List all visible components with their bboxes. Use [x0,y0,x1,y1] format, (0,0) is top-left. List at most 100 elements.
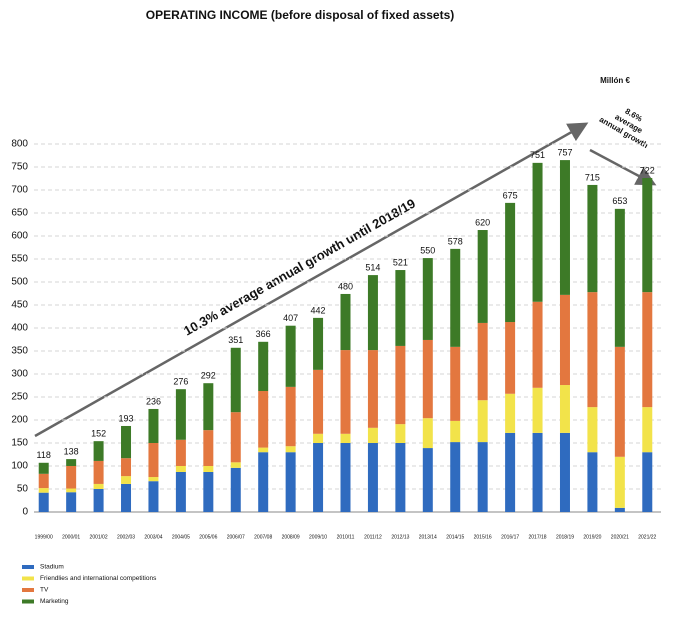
bar-segment [477,322,488,401]
bar-segment [532,432,543,512]
x-tick-label: 2005/06 [199,534,217,540]
bar-segment [121,476,132,484]
bar-segment [505,393,516,433]
total-label: 366 [256,329,271,339]
bar-segment [559,385,570,433]
total-label: 193 [119,413,134,423]
bar-segment [121,425,132,459]
total-label: 351 [228,335,243,345]
bar-segment [559,160,570,295]
x-tick-label: 2012/13 [391,534,409,540]
total-label: 442 [311,305,326,315]
bar-segment [422,258,433,340]
bar-segment [203,471,214,512]
bar-segment [203,466,214,472]
bar-segment [395,443,406,512]
bar-segment [93,441,104,461]
y-tick-label: 450 [11,300,28,311]
bar-segment [258,391,269,448]
bar-segment [38,462,49,474]
total-label: 675 [503,190,518,200]
bar-segment [340,293,351,351]
x-tick-label: 2019/20 [583,534,601,540]
bar-segment [258,341,269,392]
y-tick-label: 550 [11,254,28,265]
y-tick-label: 700 [11,185,28,196]
bar-segment [505,432,516,512]
x-tick-label: 2001/02 [90,534,108,540]
y-tick-label: 350 [11,346,28,357]
bar-segment [285,325,296,387]
x-tick-label: 2017/18 [529,534,547,540]
bar-segment [642,452,653,512]
x-tick-label: 2000/01 [62,534,80,540]
bar-segment [450,420,461,443]
legend-swatch [22,599,34,604]
bar-segment [532,387,543,433]
bar-segment [587,292,598,408]
bar-segment [230,467,241,512]
bar-segment [66,488,77,493]
x-tick-label: 2009/10 [309,534,327,540]
bar-segment [258,452,269,512]
total-label: 550 [420,245,435,255]
bar-segment [38,492,49,512]
bar-segment [258,447,269,453]
bar-segment [642,407,653,453]
bar-segment [285,446,296,453]
x-tick-label: 2008/09 [282,534,300,540]
legend-label: Marketing [40,598,69,605]
growth-annotation-2: 8.6% average annual growth [598,107,650,150]
x-tick-label: 2006/07 [227,534,245,540]
bar-segment [559,294,570,386]
total-label: 152 [91,429,106,439]
y-tick-label: 650 [11,208,28,219]
bar-segment [367,350,378,428]
bar-segment [230,412,241,463]
x-tick-label: 2016/17 [501,534,519,540]
bar-segment [395,345,406,425]
bar-segment [422,418,433,449]
y-tick-label: 400 [11,323,28,334]
growth-annotation: 10.3% average annual growth until 2018/1… [181,196,418,339]
x-tick-label: 2010/11 [337,534,355,540]
total-label: 407 [283,313,298,323]
x-tick-label: 2011/12 [364,534,382,540]
bar-segment [313,443,324,512]
bar-segment [614,456,625,508]
bar-segment [422,448,433,512]
y-tick-label: 0 [22,507,28,518]
x-tick-label: 2007/08 [254,534,272,540]
legend-label: TV [40,587,49,594]
total-label: 276 [173,377,188,387]
x-tick-label: 2021/22 [638,534,656,540]
total-label: 236 [146,396,161,406]
total-label: 292 [201,371,216,381]
bar-segment [93,483,104,489]
bar-segment [285,386,296,447]
bar-segment [38,473,49,489]
legend-label: Stadium [40,564,64,571]
y-tick-label: 800 [11,139,28,150]
total-label: 521 [393,257,408,267]
bar-segment [121,458,132,477]
bar-segment [422,339,433,419]
total-label: 722 [640,165,655,175]
total-label: 118 [37,450,51,460]
bar-segment [313,433,324,443]
bar-segment [175,466,186,472]
bar-segment [532,301,543,388]
x-tick-label: 2020/21 [611,534,629,540]
bar-segment [285,452,296,512]
bar-segment [642,292,653,408]
bar-segment [642,178,653,293]
x-tick-label: 2015/16 [474,534,492,540]
y-tick-label: 500 [11,277,28,288]
total-label: 751 [530,150,545,160]
legend-swatch [22,588,34,592]
bar-segment [559,432,570,512]
y-tick-label: 50 [17,484,29,495]
x-tick-label: 2018/19 [556,534,574,540]
legend-label: Friendlies and international competition… [40,575,157,582]
bar-segment [148,408,159,443]
